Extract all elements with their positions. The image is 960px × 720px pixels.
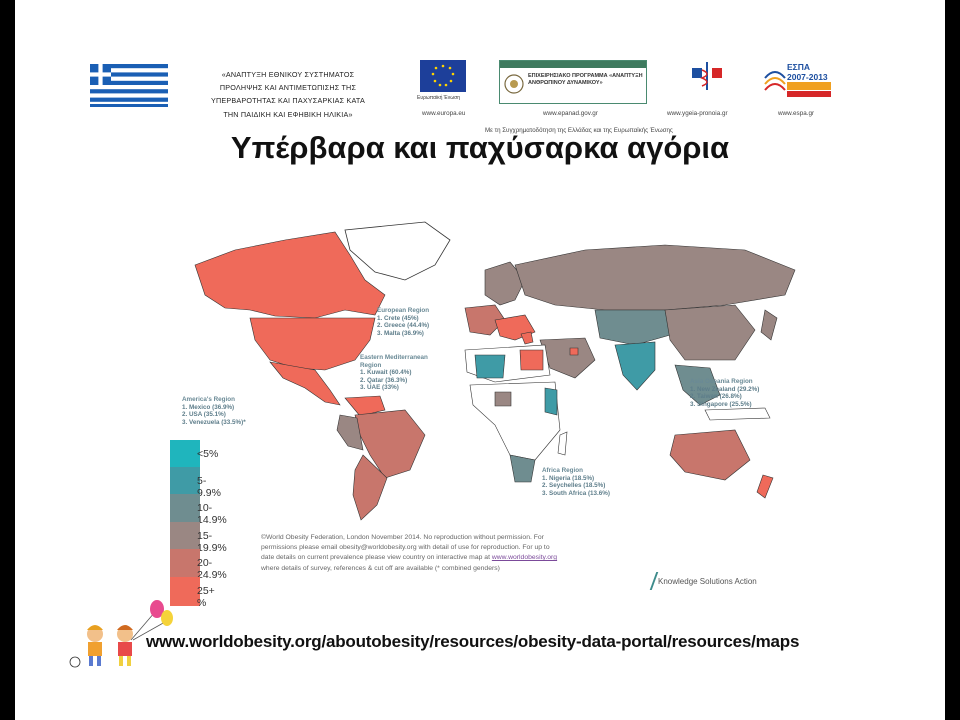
region-european-item-2: 2. Greece (44.4%) bbox=[377, 322, 430, 330]
region-africa-item-2: 2. Seychelles (18.5%) bbox=[542, 482, 606, 490]
region-european-item-1: 1. Crete (45%) bbox=[377, 314, 419, 322]
map-new-zealand bbox=[756, 474, 774, 499]
region-european-title: European Region bbox=[377, 307, 430, 314]
ygeia-url: www.ygeia-pronoia.gr bbox=[667, 110, 728, 117]
region-european: European Region 1. Crete (45%) 2. Greece… bbox=[377, 307, 429, 337]
legend-label-3: 10-14.9% bbox=[197, 502, 227, 526]
worldobesity-link[interactable]: www.worldobesity.org bbox=[491, 554, 558, 562]
eu-url: www.europa.eu bbox=[422, 110, 466, 117]
espa-logo: ΕΣΠΑ 2007-2013 bbox=[763, 60, 833, 104]
epanad-caption: ΕΠΙΧΕΙΡΗΣΙΑΚΟ ΠΡΟΓΡΑΜΜΑ «ΑΝΑΠΤΥΞΗ ΑΝΘΡΩΠ… bbox=[528, 73, 643, 86]
map-madagascar bbox=[557, 431, 568, 456]
region-eastern-med-item-2: 2. Qatar (36.3%) bbox=[360, 376, 408, 384]
eu-flag-logo bbox=[420, 60, 466, 106]
region-asia-oceania-item-2: 2. Taiwan (26.8%) bbox=[690, 393, 742, 401]
legend-swatch-4 bbox=[170, 522, 200, 551]
epanad-url: www.epanad.gov.gr bbox=[543, 110, 598, 117]
map-peru bbox=[336, 414, 364, 451]
copyright-line-1: ©World Obesity Federation, London Novemb… bbox=[261, 534, 544, 541]
map-se-asia bbox=[674, 364, 721, 406]
project-line-3: ΥΠΕΡΒΑΡΟΤΗΤΑΣ ΚΑΙ ΠΑΧΥΣΑΡΚΙΑΣ ΚΑΤΑ bbox=[211, 96, 365, 106]
project-line-1: «ΑΝΑΠΤΥΞΗ ΕΘΝΙΚΟΥ ΣΥΣΤΗΜΑΤΟΣ bbox=[221, 70, 355, 79]
map-usa bbox=[249, 317, 376, 371]
region-americas-item-2: 2. USA (35.1%) bbox=[182, 411, 226, 419]
world-map bbox=[194, 221, 796, 521]
map-australia bbox=[669, 429, 751, 481]
map-indonesia bbox=[704, 407, 771, 421]
map-kuwait bbox=[569, 347, 579, 356]
map-japan bbox=[760, 309, 778, 341]
region-americas-item-1: 1. Mexico (36.9%) bbox=[182, 403, 235, 411]
map-brazil bbox=[354, 409, 426, 479]
map-india bbox=[614, 341, 656, 391]
region-european-item-3: 3. Malta (36.9%) bbox=[377, 329, 424, 337]
copyright-note: ©World Obesity Federation, London Novemb… bbox=[261, 533, 641, 574]
map-china bbox=[664, 304, 756, 361]
legend-swatch-3 bbox=[170, 494, 200, 523]
project-line-2: ΠΡΟΛΗΨΗΣ ΚΑΙ ΑΝΤΙΜΕΤΩΠΙΣΗΣ ΤΗΣ bbox=[219, 83, 357, 93]
epanad-logo: ΕΠΙΧΕΙΡΗΣΙΑΚΟ ΠΡΟΓΡΑΜΜΑ «ΑΝΑΠΤΥΞΗ ΑΝΘΡΩΠ… bbox=[499, 60, 647, 104]
region-africa: Africa Region 1. Nigeria (18.5%) 2. Seyc… bbox=[542, 467, 610, 497]
ygeia-pronoia-logo bbox=[690, 60, 726, 100]
map-russia bbox=[514, 244, 796, 311]
region-asia-oceania: Asia Oceania Region 1. New Zealand (29.2… bbox=[690, 378, 759, 408]
region-africa-title: Africa Region bbox=[542, 467, 583, 474]
map-mexico bbox=[269, 361, 341, 406]
region-eastern-med: Eastern Mediterranean Region 1. Kuwait (… bbox=[360, 354, 450, 392]
region-americas: America's Region 1. Mexico (36.9%) 2. US… bbox=[182, 396, 246, 426]
map-europe-north bbox=[484, 261, 526, 306]
legend-swatch-6 bbox=[170, 577, 200, 606]
knowledge-solutions-credit: Knowledge Solutions Action bbox=[658, 577, 757, 586]
footer-url[interactable]: www.worldobesity.org/aboutobesity/resour… bbox=[146, 632, 800, 651]
legend-swatch-2 bbox=[170, 467, 200, 496]
map-venezuela bbox=[344, 395, 386, 417]
map-egypt bbox=[519, 349, 544, 371]
region-africa-item-1: 1. Nigeria (18.5%) bbox=[542, 474, 595, 482]
region-asia-oceania-item-1: 1. New Zealand (29.2%) bbox=[690, 385, 760, 393]
region-americas-item-3: 3. Venezuela (33.5%)* bbox=[182, 418, 246, 426]
map-algeria bbox=[474, 354, 506, 379]
map-south-africa bbox=[509, 454, 536, 483]
map-east-africa bbox=[544, 387, 558, 416]
slide-title: Υπέρβαρα και παχύσαρκα αγόρια bbox=[230, 130, 730, 165]
funding-note: Με τη Συγχρηματοδότηση της Ελλάδας και τ… bbox=[485, 127, 673, 134]
map-canada bbox=[194, 231, 386, 319]
espa-caption: ΕΣΠΑ 2007-2013 bbox=[787, 62, 828, 82]
legend-swatch-1 bbox=[170, 440, 200, 469]
legend-swatch-5 bbox=[170, 549, 200, 578]
region-asia-oceania-title: Asia Oceania Region bbox=[690, 378, 753, 385]
region-eastern-med-item-1: 1. Kuwait (60.4%) bbox=[360, 369, 412, 377]
map-greenland bbox=[344, 221, 451, 281]
legend-label-2: 5-9.9% bbox=[197, 475, 221, 499]
map-argentina bbox=[352, 454, 388, 521]
map-greece bbox=[520, 331, 534, 345]
project-line-4: ΤΗΝ ΠΑΙΔΙΚΗ ΚΑΙ ΕΦΗΒΙΚΗ ΗΛΙΚΙΑ» bbox=[223, 109, 353, 119]
project-title-block: «ΑΝΑΠΤΥΞΗ ΕΘΝΙΚΟΥ ΣΥΣΤΗΜΑΤΟΣ ΠΡΟΛΗΨΗΣ ΚΑ… bbox=[188, 68, 388, 121]
map-central-asia bbox=[594, 309, 671, 346]
greek-flag-logo bbox=[90, 64, 168, 108]
legend-label-6: 25+ % bbox=[197, 585, 215, 609]
legend-label-1: <5% bbox=[197, 448, 219, 460]
legend-label-4: 15-19.9% bbox=[197, 530, 227, 554]
region-eastern-med-item-3: 3. UAE (33%) bbox=[360, 384, 399, 392]
region-asia-oceania-item-3: 3. Singapore (25.5%) bbox=[690, 400, 752, 408]
espa-url: www.espa.gr bbox=[778, 110, 815, 117]
region-americas-title: America's Region bbox=[182, 396, 235, 403]
region-africa-item-3: 3. South Africa (13.6%) bbox=[542, 489, 610, 497]
region-eastern-med-title: Eastern Mediterranean Region bbox=[360, 354, 428, 369]
map-nigeria bbox=[494, 391, 512, 407]
copyright-line-5: where details of survey, references & cu… bbox=[261, 564, 500, 572]
copyright-line-3: date details on current prevalence pleas… bbox=[261, 554, 490, 562]
kids-balloons-clipart bbox=[63, 600, 183, 672]
slide: «ΑΝΑΠΤΥΞΗ ΕΘΝΙΚΟΥ ΣΥΣΤΗΜΑΤΟΣ ΠΡΟΛΗΨΗΣ ΚΑ… bbox=[15, 0, 945, 720]
copyright-line-2: permissions please email obesity@worldob… bbox=[261, 544, 550, 552]
eu-caption: Ευρωπαϊκή Ένωση bbox=[417, 95, 460, 101]
knowledge-solutions-logo-mark bbox=[649, 572, 659, 590]
legend-label-5: 20-24.9% bbox=[197, 557, 227, 581]
